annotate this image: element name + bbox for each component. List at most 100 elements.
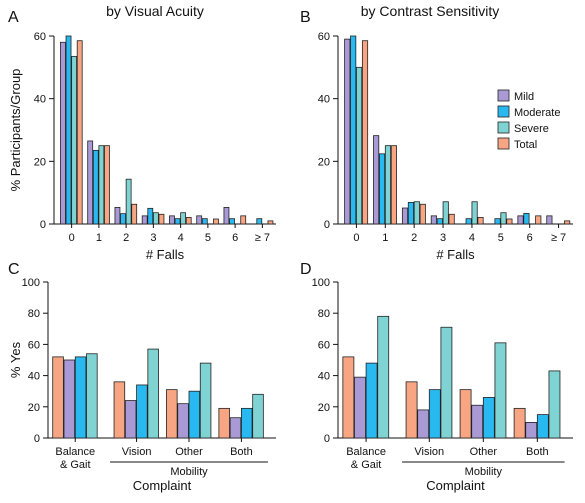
- panel-letter: B: [300, 9, 311, 26]
- x-tick-label: Vision: [122, 446, 152, 458]
- legend-label-mild: Mild: [514, 91, 534, 103]
- panel-letter: C: [8, 261, 20, 278]
- bar-moderate: [74, 356, 87, 439]
- bar-total: [185, 217, 192, 225]
- bar-mild: [401, 207, 409, 225]
- bar-mild: [430, 215, 437, 225]
- bar-mild: [223, 206, 230, 225]
- bar-total: [535, 215, 542, 225]
- group-label: Mobility: [170, 466, 208, 478]
- bar-mild: [471, 404, 484, 439]
- bar-moderate: [65, 35, 72, 225]
- x-tick-label: 0: [69, 232, 75, 244]
- bar-severe: [356, 66, 363, 225]
- chart-title: by Visual Acuity: [106, 3, 204, 19]
- bar-mild: [344, 38, 351, 225]
- bar-severe: [384, 145, 392, 225]
- y-tick-label: 60: [34, 31, 46, 43]
- x-tick-label: ≥ 7: [255, 232, 270, 244]
- bar-total: [166, 389, 178, 439]
- legend-label-total: Total: [514, 139, 537, 151]
- bar-moderate: [428, 389, 441, 439]
- y-tick-label: 20: [34, 156, 46, 168]
- bar-severe: [413, 201, 420, 225]
- x-tick-label: 2: [123, 232, 129, 244]
- x-tick-label: 1: [382, 232, 388, 244]
- legend-swatch-severe: [497, 121, 510, 134]
- bar-total: [267, 220, 274, 225]
- bar-severe: [252, 393, 264, 439]
- bar-total: [513, 407, 526, 439]
- bar-mild: [354, 376, 366, 439]
- bar-total: [459, 389, 472, 439]
- bar-total: [342, 356, 355, 439]
- chart-title: by Contrast Sensitivity: [361, 3, 500, 19]
- y-tick-label: 60: [318, 31, 330, 43]
- y-tick-label: 20: [28, 402, 40, 414]
- x-tick-label: Both: [230, 446, 253, 458]
- bar-total: [213, 218, 219, 225]
- bar-moderate: [536, 414, 549, 439]
- x-tick-label: 3: [440, 232, 446, 244]
- bar-severe: [86, 353, 98, 439]
- y-tick-label: 100: [22, 277, 40, 289]
- y-axis-label: % Participants/Group: [8, 69, 23, 192]
- bar-moderate: [92, 149, 99, 225]
- bar-mild: [546, 215, 553, 225]
- bar-moderate: [523, 212, 530, 225]
- bar-mild: [124, 400, 137, 439]
- x-axis-label: # Falls: [436, 247, 475, 262]
- legend-swatch-mild: [497, 89, 510, 102]
- y-tick-label: 0: [34, 433, 40, 445]
- y-tick-label: 0: [40, 219, 46, 231]
- bar-severe: [440, 326, 453, 439]
- bar-total: [131, 203, 138, 225]
- bar-mild: [87, 140, 94, 225]
- bar-total: [405, 381, 418, 439]
- bar-moderate: [436, 218, 443, 225]
- x-tick-label: Balance & Gait: [346, 446, 386, 471]
- bar-total: [390, 145, 397, 225]
- bar-severe: [442, 201, 449, 225]
- panel-letter: D: [300, 261, 312, 278]
- bar-mild: [141, 215, 148, 225]
- bar-moderate: [465, 218, 472, 225]
- x-tick-label: Both: [526, 446, 549, 458]
- y-axis-label: % Yes: [8, 341, 23, 378]
- bar-mild: [63, 359, 76, 439]
- panel-letter: A: [8, 9, 19, 26]
- bar-moderate: [241, 407, 253, 439]
- x-axis-label: # Falls: [146, 247, 185, 262]
- bar-total: [477, 217, 484, 225]
- y-tick-label: 60: [28, 339, 40, 351]
- y-tick-label: 80: [318, 308, 330, 320]
- bar-moderate: [350, 35, 357, 225]
- bar-total: [506, 218, 513, 225]
- y-tick-label: 60: [318, 339, 330, 351]
- x-tick-label: 5: [498, 232, 504, 244]
- y-tick-label: 40: [318, 94, 330, 106]
- bar-total: [361, 40, 369, 225]
- bar-moderate: [147, 207, 154, 225]
- chart-d: D 0 20 40 60 80 100 Balance & Gait Vision Other Bot…: [300, 261, 573, 493]
- x-tick-label: Other: [470, 446, 498, 458]
- y-tick-label: 0: [324, 219, 330, 231]
- x-tick-label: 0: [353, 232, 359, 244]
- bar-moderate: [494, 218, 501, 225]
- bar-severe: [471, 201, 478, 225]
- y-tick-label: 80: [28, 308, 40, 320]
- x-tick-label: 3: [150, 232, 156, 244]
- bar-moderate: [378, 153, 386, 225]
- bar-total: [448, 213, 455, 225]
- bar-mild: [177, 403, 189, 439]
- x-tick-label: Other: [175, 446, 203, 458]
- y-tick-label: 40: [318, 371, 330, 383]
- x-tick-label: 5: [205, 232, 211, 244]
- bar-total: [240, 215, 247, 225]
- bar-severe: [199, 362, 212, 439]
- bar-moderate: [174, 218, 181, 225]
- bar-mild: [373, 135, 380, 225]
- bar-severe: [125, 178, 132, 225]
